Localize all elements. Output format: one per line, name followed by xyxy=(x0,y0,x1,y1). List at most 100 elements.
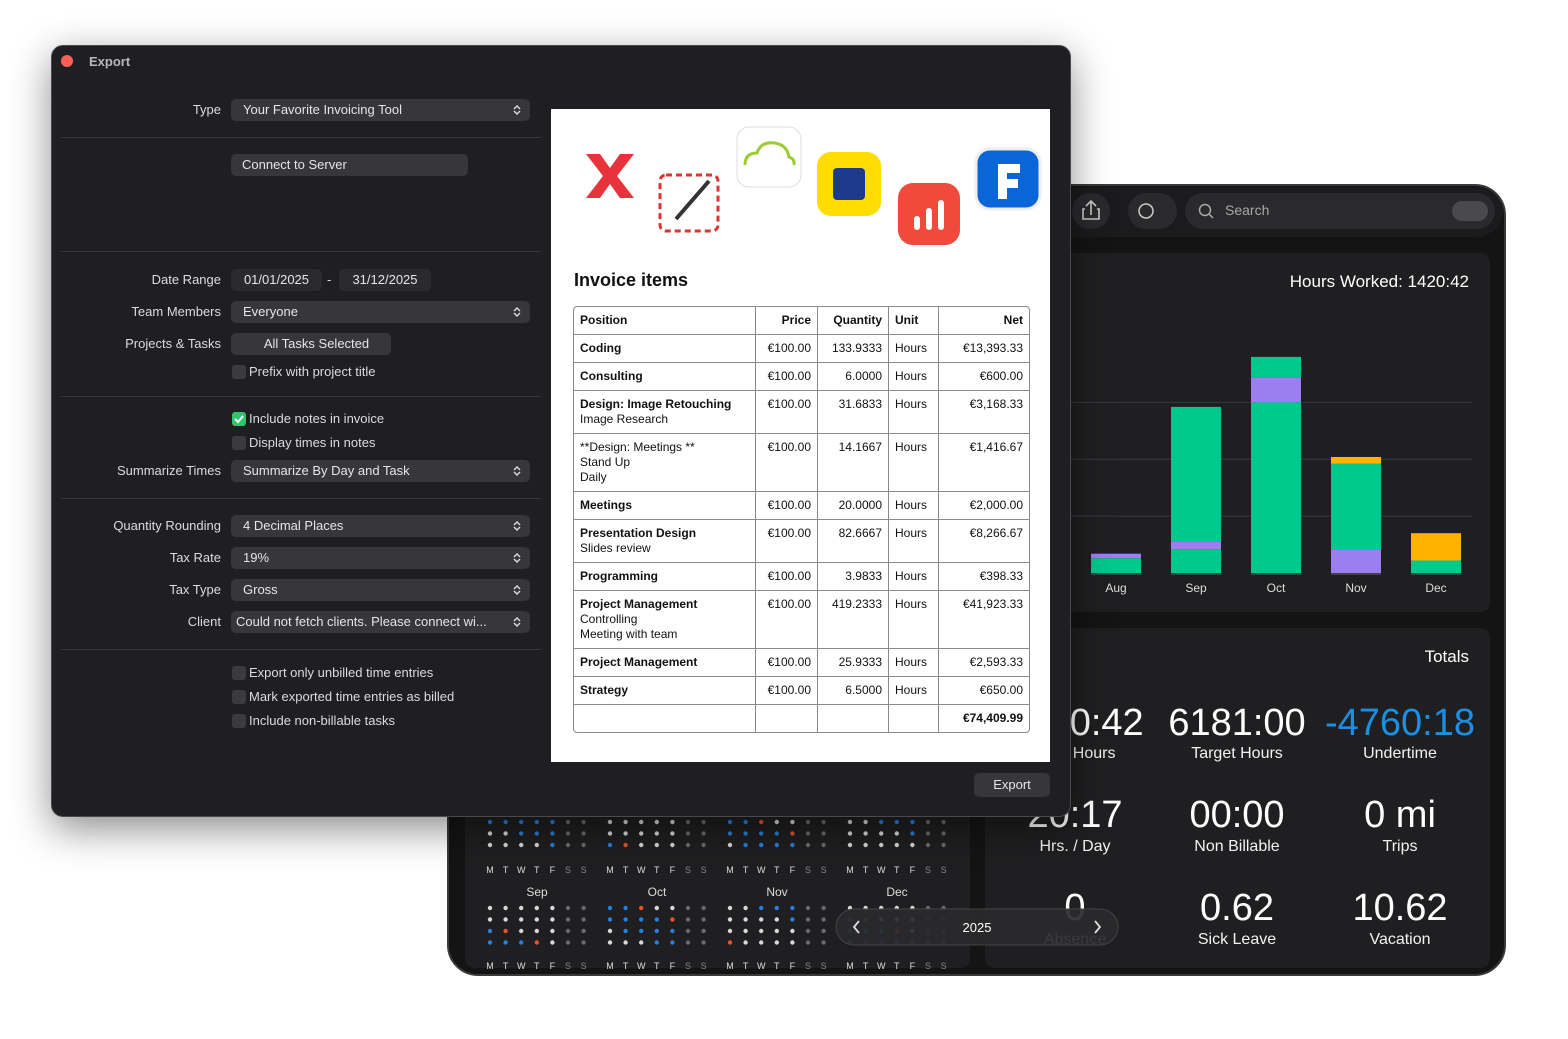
date-field[interactable]: 31/12/2025 xyxy=(339,269,431,291)
weekday-label: S xyxy=(925,865,931,875)
calendar-day xyxy=(685,842,691,848)
calendar-day xyxy=(503,940,508,945)
close-button[interactable] xyxy=(61,55,73,67)
price-cell: €100.00 xyxy=(756,591,818,649)
stat-label: Vacation xyxy=(1369,931,1430,948)
bar-segment xyxy=(1411,533,1461,561)
calendar-day xyxy=(774,940,779,945)
date-separator: - xyxy=(327,272,332,287)
field-label: Quantity Rounding xyxy=(113,518,221,533)
popup-chevron xyxy=(513,585,521,595)
weekday-label: T xyxy=(654,865,660,875)
invoice-table: Position Price Quantity Unit Net Coding €100.0… xyxy=(573,306,1030,733)
date-field[interactable]: 01/01/2025 xyxy=(231,269,322,291)
invoice-row: Meetings €100.00 20.0000 Hours €2,000.00 xyxy=(574,492,1029,520)
calendar-day xyxy=(821,842,826,848)
calendar-day xyxy=(925,819,931,825)
unit-cell: Hours xyxy=(889,363,939,391)
stat-value: 00:00 xyxy=(1189,794,1284,836)
calendar-day xyxy=(623,917,628,922)
checkbox[interactable] xyxy=(232,690,246,704)
popup-button[interactable]: 19% xyxy=(231,547,530,569)
calendar-day xyxy=(623,831,628,836)
weekday-label: T xyxy=(654,961,660,971)
popup-button[interactable]: Everyone xyxy=(231,301,530,323)
weekday-label: M xyxy=(606,961,614,971)
calendar-day xyxy=(759,905,764,911)
calendar-day xyxy=(550,917,555,922)
invoice-row: Project Management Controlling Meeting wit… xyxy=(574,591,1029,649)
calendar-day xyxy=(774,917,779,922)
calendar-day xyxy=(941,819,946,825)
checkbox[interactable] xyxy=(232,412,246,426)
checkbox-label: Prefix with project title xyxy=(249,364,376,379)
popup-value: 4 Decimal Places xyxy=(243,518,344,533)
calendar-day xyxy=(894,831,899,836)
previous-year[interactable] xyxy=(852,920,860,934)
price-cell: €100.00 xyxy=(756,434,818,492)
popup-button[interactable]: Your Favorite Invoicing Tool xyxy=(231,99,530,121)
weekday-label: T xyxy=(894,865,900,875)
empty-cell xyxy=(756,705,818,732)
app-icon xyxy=(586,154,634,198)
weekday-label: F xyxy=(550,961,556,971)
next-year[interactable] xyxy=(1094,920,1102,934)
position-note: Image Research xyxy=(580,412,669,426)
calendar-day xyxy=(790,940,795,945)
calendar-day xyxy=(925,842,931,848)
calendar-day xyxy=(519,842,524,848)
checkbox[interactable] xyxy=(232,436,246,450)
popup-button[interactable]: 4 Decimal Places xyxy=(231,515,530,537)
invoice-row: Strategy €100.00 6.5000 Hours €650.00 xyxy=(574,677,1029,705)
calendar-day xyxy=(727,917,733,922)
calendar-day xyxy=(487,819,493,825)
weekday-label: W xyxy=(637,961,646,971)
checkbox[interactable] xyxy=(232,714,246,728)
weekday-label: T xyxy=(894,961,900,971)
price-cell: €100.00 xyxy=(756,391,818,434)
button[interactable]: Connect to Server xyxy=(231,154,468,176)
column-header: Unit xyxy=(889,307,939,335)
calendar-day xyxy=(879,831,884,836)
popup-button[interactable]: Could not fetch clients. Please connect … xyxy=(231,611,530,633)
price-cell: €100.00 xyxy=(756,363,818,391)
calendar-day xyxy=(774,831,779,836)
calendar-day xyxy=(519,928,524,934)
separator xyxy=(61,649,541,650)
month-label: Dec xyxy=(886,885,907,899)
search-field[interactable] xyxy=(1185,193,1495,229)
calendar-day xyxy=(581,928,586,934)
calendar-day xyxy=(534,940,539,945)
bar-segment xyxy=(1251,377,1301,403)
empty-cell xyxy=(574,705,756,732)
position-note: Stand Up xyxy=(580,455,631,469)
bar-segment xyxy=(1091,558,1141,573)
calendar-day xyxy=(581,917,586,922)
checkbox-label: Export only unbilled time entries xyxy=(249,665,434,680)
calendar-day xyxy=(701,917,706,922)
weekday-label: M xyxy=(726,961,734,971)
weekday-label: F xyxy=(670,961,676,971)
export-button[interactable]: Export xyxy=(974,773,1050,797)
calendar-day xyxy=(534,905,539,911)
filter-button[interactable] xyxy=(1452,201,1488,221)
weekday-label: F xyxy=(910,865,916,875)
bar-segment xyxy=(1171,406,1221,542)
popup-button[interactable]: Gross xyxy=(231,579,530,601)
totals-panel xyxy=(985,628,1490,968)
checkbox[interactable] xyxy=(232,666,246,680)
button[interactable]: All Tasks Selected xyxy=(231,333,391,355)
popup-button[interactable]: Summarize By Day and Task xyxy=(231,460,530,482)
bar-segment xyxy=(1331,456,1381,464)
stat-label: Sick Leave xyxy=(1198,931,1276,948)
weekday-label: S xyxy=(685,961,691,971)
calendar-day xyxy=(805,831,811,836)
position-title: Consulting xyxy=(580,369,643,383)
calendar-day xyxy=(894,842,899,848)
calendar-day xyxy=(743,905,748,911)
calendar-day xyxy=(685,905,691,911)
calendar-day xyxy=(670,842,675,848)
checkbox[interactable] xyxy=(232,365,246,379)
calendar-day xyxy=(941,831,946,836)
